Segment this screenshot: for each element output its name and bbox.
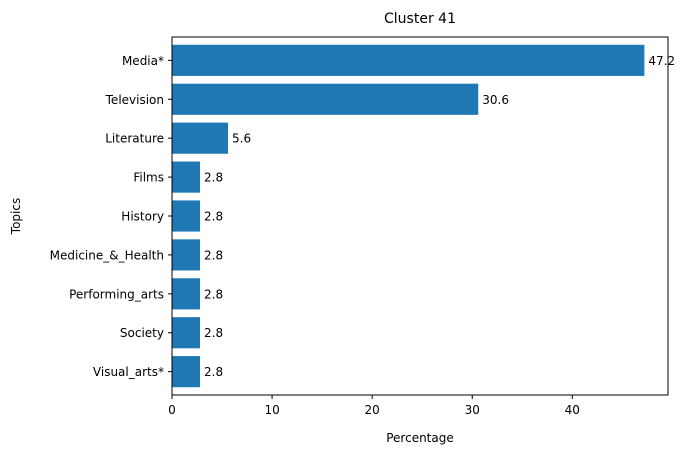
bars-group bbox=[172, 44, 645, 388]
x-tick-label-2: 20 bbox=[365, 403, 380, 417]
bar-7 bbox=[172, 317, 201, 349]
y-tick-label-2: Literature bbox=[105, 132, 164, 146]
data-label-7: 2.8 bbox=[204, 326, 223, 340]
y-tick-label-4: History bbox=[121, 210, 164, 224]
bar-1 bbox=[172, 83, 479, 115]
x-axis: 0 10 20 30 40 bbox=[168, 395, 580, 417]
y-tick-label-3: Films bbox=[133, 171, 164, 185]
y-tick-label-8: Visual_arts* bbox=[93, 365, 164, 379]
x-axis-label: Percentage bbox=[386, 431, 454, 445]
data-labels-group: 47.2 30.6 5.6 2.8 2.8 2.8 2.8 2.8 2.8 bbox=[204, 54, 675, 379]
x-tick-label-3: 30 bbox=[465, 403, 480, 417]
data-label-4: 2.8 bbox=[204, 210, 223, 224]
y-axis-label: Topics bbox=[9, 198, 23, 235]
y-tick-label-0: Media* bbox=[122, 54, 164, 68]
data-label-3: 2.8 bbox=[204, 171, 223, 185]
y-tick-label-5: Medicine_&_Health bbox=[50, 248, 164, 262]
bar-8 bbox=[172, 356, 201, 388]
data-label-8: 2.8 bbox=[204, 365, 223, 379]
data-label-2: 5.6 bbox=[232, 132, 251, 146]
y-axis: Media* Television Literature Films History Me… bbox=[50, 54, 172, 379]
y-tick-label-6: Performing_arts bbox=[69, 287, 164, 301]
data-label-6: 2.8 bbox=[204, 287, 223, 301]
data-label-5: 2.8 bbox=[204, 248, 223, 262]
bar-5 bbox=[172, 239, 201, 271]
bar-3 bbox=[172, 161, 201, 193]
x-tick-label-4: 40 bbox=[565, 403, 580, 417]
y-tick-label-7: Society bbox=[120, 326, 164, 340]
x-tick-label-0: 0 bbox=[168, 403, 176, 417]
y-tick-label-1: Television bbox=[105, 93, 164, 107]
x-tick-label-1: 10 bbox=[264, 403, 279, 417]
bar-2 bbox=[172, 122, 229, 154]
plot-frame bbox=[171, 36, 669, 396]
bar-6 bbox=[172, 278, 201, 310]
data-label-1: 30.6 bbox=[482, 93, 509, 107]
data-label-0: 47.2 bbox=[648, 54, 675, 68]
bar-4 bbox=[172, 200, 201, 232]
chart-title: Cluster 41 bbox=[384, 11, 456, 27]
bar-0 bbox=[172, 44, 645, 76]
